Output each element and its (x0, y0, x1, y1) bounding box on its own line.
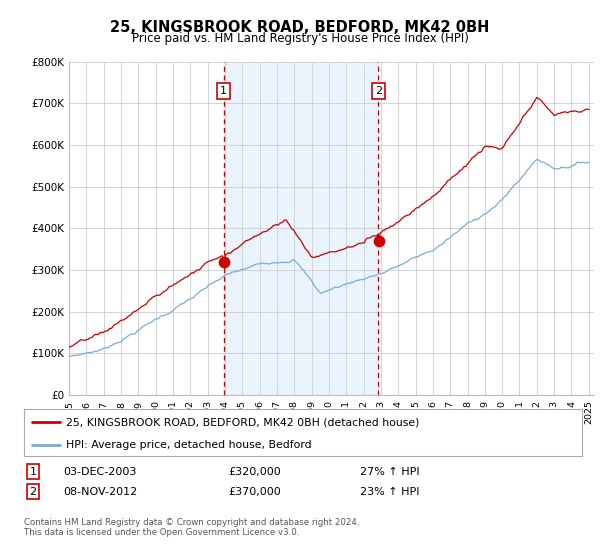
Text: Price paid vs. HM Land Registry's House Price Index (HPI): Price paid vs. HM Land Registry's House … (131, 32, 469, 45)
Text: 1: 1 (220, 86, 227, 96)
Text: 27% ↑ HPI: 27% ↑ HPI (360, 466, 419, 477)
Bar (224, 62, 378, 395)
Text: 2: 2 (29, 487, 37, 497)
Point (219, 257, 229, 266)
Text: 08-NOV-2012: 08-NOV-2012 (63, 487, 137, 497)
Text: Contains HM Land Registry data © Crown copyright and database right 2024.
This d: Contains HM Land Registry data © Crown c… (24, 518, 359, 538)
Text: 2: 2 (375, 86, 382, 96)
Text: £370,000: £370,000 (228, 487, 281, 497)
Text: 25, KINGSBROOK ROAD, BEDFORD, MK42 0BH (detached house): 25, KINGSBROOK ROAD, BEDFORD, MK42 0BH (… (66, 417, 419, 427)
Text: 1: 1 (29, 466, 37, 477)
Text: 25, KINGSBROOK ROAD, BEDFORD, MK42 0BH: 25, KINGSBROOK ROAD, BEDFORD, MK42 0BH (110, 20, 490, 35)
Text: HPI: Average price, detached house, Bedford: HPI: Average price, detached house, Bedf… (66, 440, 311, 450)
Text: 03-DEC-2003: 03-DEC-2003 (63, 466, 136, 477)
Text: 23% ↑ HPI: 23% ↑ HPI (360, 487, 419, 497)
Text: £320,000: £320,000 (228, 466, 281, 477)
Point (374, 236, 383, 245)
